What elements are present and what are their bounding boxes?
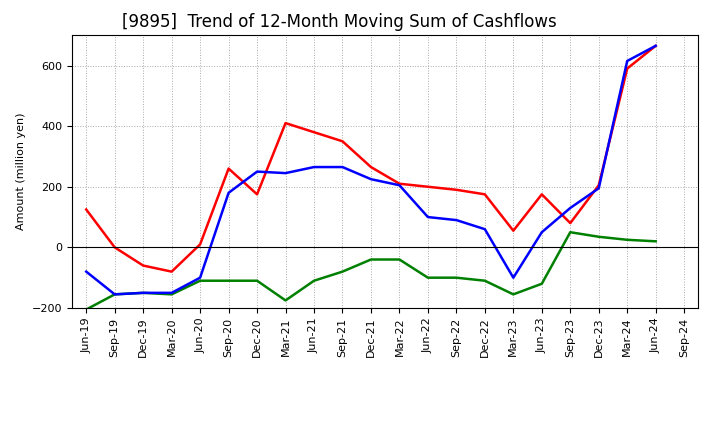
Free Cashflow [480,227,489,232]
Investing Cashflow [537,281,546,286]
Investing Cashflow [225,278,233,283]
Operating Cashflow [225,166,233,171]
Free Cashflow [338,165,347,170]
Free Cashflow [167,290,176,296]
Free Cashflow [395,183,404,188]
Free Cashflow [196,275,204,280]
Operating Cashflow [139,263,148,268]
Investing Cashflow [652,238,660,244]
Investing Cashflow [167,292,176,297]
Investing Cashflow [196,278,204,283]
Investing Cashflow [139,290,148,296]
Text: [9895]  Trend of 12-Month Moving Sum of Cashflows: [9895] Trend of 12-Month Moving Sum of C… [122,13,557,31]
Operating Cashflow [167,269,176,274]
Free Cashflow [139,290,148,296]
Operating Cashflow [595,183,603,188]
Free Cashflow [509,275,518,280]
Operating Cashflow [423,184,432,189]
Investing Cashflow [395,257,404,262]
Free Cashflow [82,269,91,274]
Investing Cashflow [110,292,119,297]
Investing Cashflow [282,298,290,303]
Operating Cashflow [652,43,660,48]
Line: Operating Cashflow: Operating Cashflow [86,46,656,271]
Line: Investing Cashflow: Investing Cashflow [86,232,656,309]
Operating Cashflow [509,228,518,233]
Operating Cashflow [480,192,489,197]
Line: Free Cashflow: Free Cashflow [86,46,656,294]
Investing Cashflow [595,234,603,239]
Investing Cashflow [480,278,489,283]
Free Cashflow [366,176,375,182]
Operating Cashflow [452,187,461,192]
Investing Cashflow [310,278,318,283]
Investing Cashflow [253,278,261,283]
Operating Cashflow [537,192,546,197]
Operating Cashflow [566,220,575,226]
Operating Cashflow [310,129,318,135]
Free Cashflow [225,190,233,195]
Operating Cashflow [366,165,375,170]
Free Cashflow [452,217,461,223]
Y-axis label: Amount (million yen): Amount (million yen) [17,113,26,231]
Investing Cashflow [623,237,631,242]
Free Cashflow [595,186,603,191]
Investing Cashflow [566,230,575,235]
Operating Cashflow [623,66,631,71]
Free Cashflow [623,59,631,64]
Free Cashflow [110,292,119,297]
Operating Cashflow [282,121,290,126]
Free Cashflow [566,205,575,211]
Free Cashflow [253,169,261,174]
Investing Cashflow [338,269,347,274]
Free Cashflow [310,165,318,170]
Operating Cashflow [253,192,261,197]
Free Cashflow [282,170,290,176]
Operating Cashflow [196,242,204,247]
Free Cashflow [652,43,660,48]
Operating Cashflow [82,207,91,212]
Operating Cashflow [110,245,119,250]
Investing Cashflow [509,292,518,297]
Operating Cashflow [395,181,404,187]
Investing Cashflow [82,307,91,312]
Investing Cashflow [366,257,375,262]
Free Cashflow [537,230,546,235]
Free Cashflow [423,214,432,220]
Investing Cashflow [452,275,461,280]
Operating Cashflow [338,139,347,144]
Investing Cashflow [423,275,432,280]
